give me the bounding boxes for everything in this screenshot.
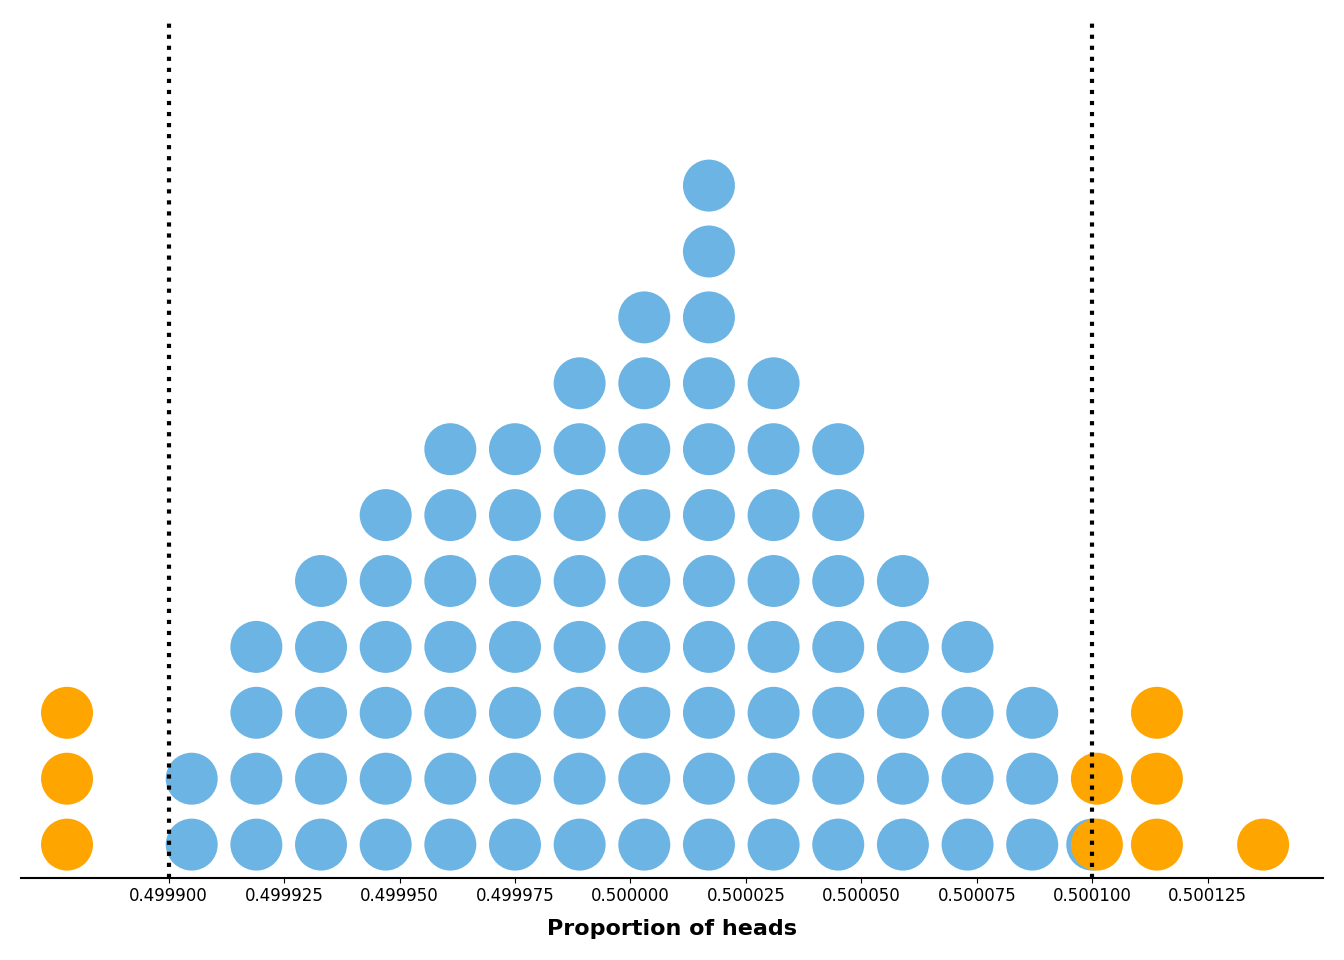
Point	[569, 837, 590, 852]
Point	[246, 837, 267, 852]
Point	[375, 573, 396, 588]
Point	[1086, 837, 1107, 852]
Point	[957, 837, 978, 852]
Point	[892, 706, 914, 721]
Point	[569, 639, 590, 655]
Point	[1146, 706, 1168, 721]
Point	[828, 442, 849, 457]
Point	[828, 837, 849, 852]
Point	[763, 771, 785, 786]
Point	[1021, 706, 1043, 721]
Point	[439, 508, 461, 523]
Point	[439, 573, 461, 588]
Point	[698, 310, 719, 325]
Point	[56, 837, 78, 852]
Point	[375, 639, 396, 655]
Point	[56, 771, 78, 786]
Point	[957, 639, 978, 655]
Point	[310, 639, 332, 655]
Point	[569, 442, 590, 457]
Point	[504, 508, 526, 523]
Point	[763, 573, 785, 588]
Point	[246, 771, 267, 786]
Point	[1082, 837, 1103, 852]
Point	[504, 573, 526, 588]
Point	[698, 178, 719, 193]
Point	[957, 771, 978, 786]
Point	[633, 573, 655, 588]
Point	[1146, 771, 1168, 786]
Point	[698, 375, 719, 391]
Point	[375, 508, 396, 523]
Point	[310, 706, 332, 721]
Point	[504, 771, 526, 786]
Point	[439, 837, 461, 852]
Point	[1021, 771, 1043, 786]
Point	[569, 706, 590, 721]
Point	[698, 244, 719, 259]
Point	[504, 442, 526, 457]
Point	[310, 837, 332, 852]
Point	[1086, 771, 1107, 786]
Point	[439, 706, 461, 721]
Point	[633, 508, 655, 523]
Point	[763, 508, 785, 523]
Point	[698, 573, 719, 588]
Point	[439, 771, 461, 786]
Point	[698, 837, 719, 852]
Point	[698, 771, 719, 786]
Point	[375, 771, 396, 786]
Point	[504, 706, 526, 721]
Point	[246, 706, 267, 721]
Point	[633, 837, 655, 852]
Point	[828, 771, 849, 786]
Point	[1146, 837, 1168, 852]
Point	[633, 639, 655, 655]
Point	[763, 442, 785, 457]
Point	[828, 706, 849, 721]
Point	[375, 837, 396, 852]
Point	[1021, 837, 1043, 852]
Point	[763, 375, 785, 391]
Point	[569, 573, 590, 588]
Point	[892, 837, 914, 852]
Point	[698, 706, 719, 721]
Point	[569, 375, 590, 391]
Point	[633, 442, 655, 457]
Point	[698, 639, 719, 655]
Point	[892, 639, 914, 655]
Point	[892, 771, 914, 786]
Point	[633, 706, 655, 721]
Point	[763, 639, 785, 655]
Point	[504, 837, 526, 852]
Point	[310, 573, 332, 588]
Point	[246, 639, 267, 655]
Point	[698, 508, 719, 523]
Point	[310, 771, 332, 786]
Point	[633, 375, 655, 391]
Point	[957, 706, 978, 721]
Point	[698, 442, 719, 457]
Point	[181, 771, 203, 786]
Point	[828, 639, 849, 655]
Point	[439, 639, 461, 655]
Point	[892, 573, 914, 588]
Point	[633, 771, 655, 786]
Point	[504, 639, 526, 655]
Point	[828, 573, 849, 588]
Point	[181, 837, 203, 852]
Point	[633, 310, 655, 325]
Point	[439, 442, 461, 457]
Point	[1253, 837, 1274, 852]
Point	[375, 706, 396, 721]
Point	[763, 706, 785, 721]
Point	[763, 837, 785, 852]
Point	[569, 771, 590, 786]
Point	[569, 508, 590, 523]
X-axis label: Proportion of heads: Proportion of heads	[547, 919, 797, 939]
Point	[56, 706, 78, 721]
Point	[828, 508, 849, 523]
